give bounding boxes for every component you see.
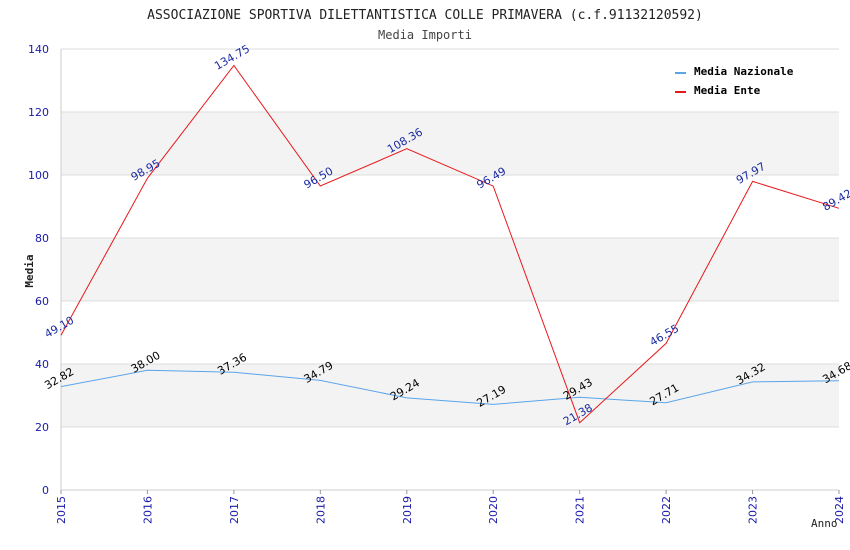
- series-line-0: [60, 369, 840, 405]
- data-label: 89.42: [820, 187, 850, 214]
- y-tick-labels: 0 20 40 60 80 100 120 140: [28, 43, 49, 497]
- x-tick-labels: 2015 2016 2017 2018 2019 2020 2021 2022 2023 2024: [55, 496, 846, 524]
- x-tick-label: 2018: [314, 496, 327, 524]
- legend-label: Media Ente: [694, 84, 761, 97]
- chart-title: ASSOCIAZIONE SPORTIVA DILETTANTISTICA CO…: [147, 8, 703, 23]
- series-line-1: [60, 64, 840, 424]
- y-tick-label: 140: [28, 43, 49, 56]
- y-axis-label: Media: [23, 254, 36, 287]
- plot-band: [61, 112, 839, 175]
- x-tick-label: 2016: [141, 496, 154, 524]
- y-tick-label: 60: [35, 295, 49, 308]
- y-tick-label: 120: [28, 106, 49, 119]
- legend-label: Media Nazionale: [694, 65, 794, 78]
- y-tick-label: 80: [35, 232, 49, 245]
- x-tick-label: 2019: [401, 496, 414, 524]
- axes: [60, 49, 840, 494]
- y-tick-label: 0: [42, 484, 49, 497]
- y-tick-label: 40: [35, 358, 49, 371]
- chart-subtitle: Media Importi: [378, 28, 472, 42]
- x-tick-label: 2021: [574, 496, 587, 524]
- y-tick-label: 100: [28, 169, 49, 182]
- plot-bands: [61, 112, 839, 427]
- grid-lines: [61, 48, 839, 428]
- x-tick-label: 2024: [833, 496, 846, 524]
- plot-band: [61, 238, 839, 301]
- x-tick-label: 2020: [487, 496, 500, 524]
- legend: Media Nazionale Media Ente: [675, 65, 794, 97]
- x-axis-label: Anno: [811, 517, 838, 530]
- plot-band: [61, 364, 839, 427]
- x-tick-label: 2022: [660, 496, 673, 524]
- x-tick-label: 2023: [747, 496, 760, 524]
- x-tick-label: 2015: [55, 496, 68, 524]
- y-tick-label: 20: [35, 421, 49, 434]
- series-lines: [60, 64, 840, 424]
- x-tick-label: 2017: [228, 496, 241, 524]
- data-label: 49.10: [42, 314, 76, 341]
